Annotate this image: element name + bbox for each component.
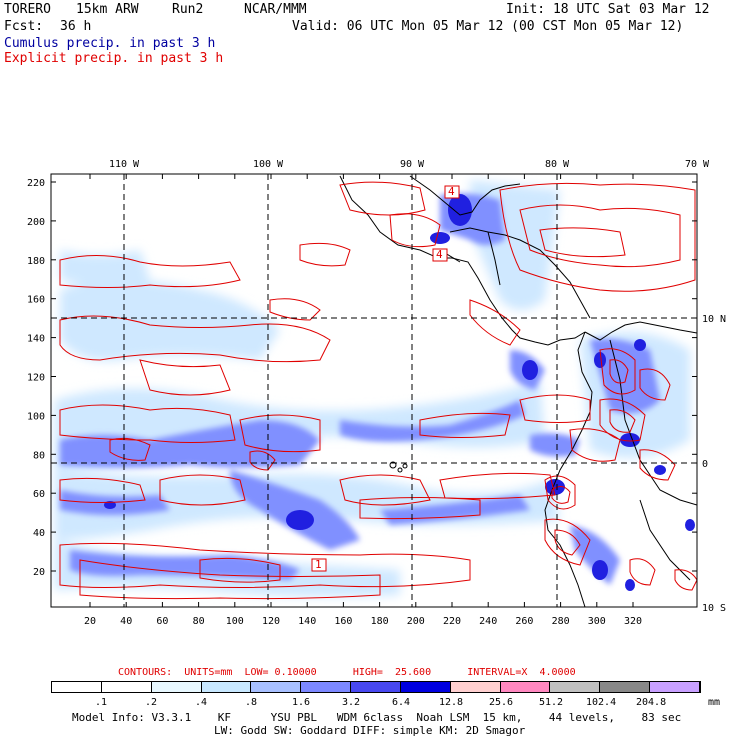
y-tick-label: 40 <box>33 528 45 539</box>
y-tick-label: 180 <box>27 256 45 267</box>
colorbar-label: .8 <box>245 697 258 708</box>
x-tick-label: 160 <box>334 616 352 627</box>
y-tick-label: 140 <box>27 334 45 345</box>
contour-label: 4 <box>436 248 443 261</box>
y-tick-label: 200 <box>27 217 45 228</box>
plot-frame <box>50 173 698 608</box>
x-tick-label: 240 <box>479 616 497 627</box>
colorbar-swatch <box>650 682 700 692</box>
x-tick-label: 260 <box>515 616 533 627</box>
colorbar-label: 12.8 <box>439 697 464 708</box>
x-tick-label: 180 <box>371 616 389 627</box>
x-tick-label: 220 <box>443 616 461 627</box>
explicit-precip-title: Explicit precip. in past 3 h <box>4 51 224 66</box>
colorbar-label: .1 <box>95 697 108 708</box>
colorbar-unit: mm <box>708 697 721 708</box>
contours-label: CONTOURS: <box>118 667 173 678</box>
colorbar-label: 204.8 <box>636 697 667 708</box>
colorbar-swatch <box>201 682 252 692</box>
y-tick-label: 100 <box>27 411 45 422</box>
colorbar-swatch <box>550 682 601 692</box>
x-tick-label: 140 <box>298 616 316 627</box>
y-tick-label: 20 <box>33 567 45 578</box>
y-tick-label: 160 <box>27 295 45 306</box>
colorbar-label: 51.2 <box>539 697 564 708</box>
colorbar-swatch <box>351 682 401 692</box>
contour-label-boxes <box>311 185 460 572</box>
x-tick-label: 300 <box>588 616 606 627</box>
contour-label: 4 <box>448 185 455 198</box>
colorbar-swatch <box>151 682 202 692</box>
x-tick-label: 60 <box>156 616 168 627</box>
x-tick-label: 320 <box>624 616 642 627</box>
longitude-label: 70 W <box>685 159 710 170</box>
colorbar-swatch <box>400 682 451 692</box>
colorbar-swatch <box>101 682 152 692</box>
colorbar-swatch <box>301 682 352 692</box>
colorbar-swatch <box>52 682 102 692</box>
colorbar-label: .2 <box>145 697 158 708</box>
longitude-label: 80 W <box>545 159 570 170</box>
y-tick-label: 120 <box>27 373 45 384</box>
longitude-label: 100 W <box>253 159 284 170</box>
colorbar-labels: .1 .2 .4 .8 1.6 3.2 6.4 12.8 25.6 51.2 102.4 204.8 <box>0 697 740 709</box>
latitude-label: 0 <box>702 459 708 470</box>
longitude-label: 110 W <box>109 159 140 170</box>
init-time: Init: 18 UTC Sat 03 Mar 12 <box>506 2 710 17</box>
valid-time: Valid: 06 UTC Mon 05 Mar 12 (00 CST Mon … <box>292 19 684 34</box>
x-tick-label: 100 <box>226 616 244 627</box>
contour-label: 1 <box>315 558 322 571</box>
tick-marks <box>51 174 697 607</box>
y-tick-label: 220 <box>27 178 45 189</box>
x-tick-label: 40 <box>120 616 132 627</box>
latitude-label: 10 N <box>702 314 726 325</box>
latitude-label: 10 S <box>702 603 726 614</box>
colorbar-label: 3.2 <box>342 697 361 708</box>
y-tick-label: 60 <box>33 489 45 500</box>
x-tick-label: 280 <box>552 616 570 627</box>
model-resolution: 15km ARW <box>76 2 139 17</box>
forecast-label: Fcst: <box>4 19 44 34</box>
lat-lon-grid <box>51 174 697 607</box>
contours-interval: INTERVAL=X 4.0000 <box>467 667 576 678</box>
colorbar <box>51 681 701 693</box>
model-info-line1: Model Info: V3.3.1 KF YSU PBL WDM 6class… <box>72 711 682 724</box>
x-tick-label: 20 <box>84 616 96 627</box>
longitude-label: 90 W <box>400 159 425 170</box>
colorbar-label: 25.6 <box>489 697 514 708</box>
contours-high: HIGH= 25.600 <box>352 667 432 678</box>
x-tick-label: 120 <box>262 616 280 627</box>
x-tick-label: 200 <box>407 616 425 627</box>
model-info-line2: LW: Godd SW: Goddard DIFF: simple KM: 2D… <box>214 724 526 737</box>
colorbar-swatch <box>450 682 501 692</box>
colorbar-label: 102.4 <box>586 697 617 708</box>
x-tick-label: 80 <box>193 616 205 627</box>
cumulus-shading-dark <box>104 194 695 591</box>
forecast-hours: 36 h <box>60 19 92 34</box>
cumulus-precip-title: Cumulus precip. in past 3 h <box>4 36 216 51</box>
run-name: Run2 <box>172 2 204 17</box>
contours-low: LOW= 0.10000 <box>244 667 317 678</box>
colorbar-swatch <box>600 682 651 692</box>
colorbar-swatch <box>251 682 302 692</box>
coastlines <box>339 175 697 607</box>
org-name: NCAR/MMM <box>244 2 307 17</box>
colorbar-label: .4 <box>195 697 208 708</box>
colorbar-swatch <box>500 682 551 692</box>
model-name: TORERO <box>4 2 51 17</box>
y-tick-label: 80 <box>33 450 45 461</box>
contours-units: UNITS=mm <box>184 667 233 678</box>
colorbar-label: 6.4 <box>392 697 411 708</box>
colorbar-label: 1.6 <box>292 697 311 708</box>
contours-legend: CONTOURS: UNITS=mm LOW= 0.10000 HIGH= 25… <box>118 667 576 678</box>
